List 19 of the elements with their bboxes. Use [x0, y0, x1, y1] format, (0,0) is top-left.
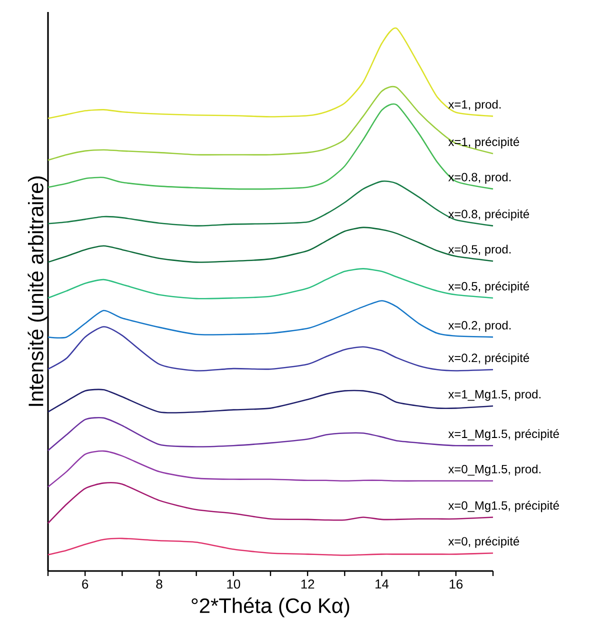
- series-label: x=0.5, prod.: [448, 244, 511, 256]
- x-axis-title: °2*Théta (Co Kα): [192, 598, 350, 618]
- x-tick-label: 12: [301, 580, 314, 589]
- series-label: x=1_Mg1.5, prod.: [448, 390, 540, 401]
- series-label: x=0.8, précipité: [448, 209, 530, 221]
- x-tick-label: 8: [156, 580, 162, 589]
- series-label: x=0.2, prod.: [448, 320, 511, 332]
- series-label: x=1_Mg1.5, précipité: [448, 429, 559, 440]
- series-label: x=0, précipité: [448, 536, 520, 548]
- series-label: x=0_Mg1.5, prod.: [448, 464, 540, 476]
- x-tick-label: 14: [376, 580, 389, 588]
- x-tick-label: 6: [82, 580, 88, 589]
- series-label: x=0.5, précipité: [448, 282, 530, 293]
- series-label: x=1, prod.: [448, 100, 501, 111]
- x-tick-label: 16: [450, 580, 463, 589]
- series-label: x=0_Mg1.5, précipité: [448, 500, 559, 512]
- series-label: x=0.2, précipité: [448, 353, 530, 364]
- x-tick-label: 10: [227, 580, 240, 589]
- y-axis-title: Intensité (unité arbitraire): [28, 176, 48, 406]
